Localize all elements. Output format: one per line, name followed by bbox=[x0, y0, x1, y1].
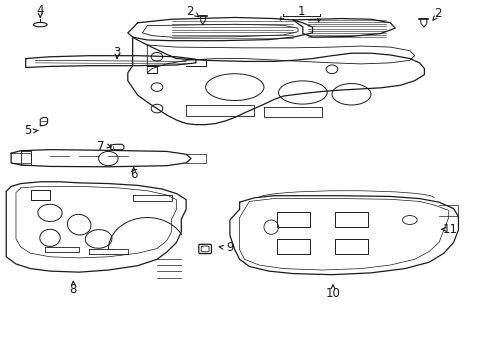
Text: 3: 3 bbox=[113, 46, 121, 59]
Text: 4: 4 bbox=[37, 4, 44, 17]
Bar bbox=[276, 212, 309, 227]
Bar bbox=[334, 239, 367, 253]
Bar bbox=[276, 239, 309, 253]
Text: 2: 2 bbox=[433, 7, 441, 20]
Bar bbox=[30, 190, 50, 200]
Text: 2: 2 bbox=[186, 5, 193, 18]
Text: 9: 9 bbox=[226, 240, 233, 254]
Text: 1: 1 bbox=[298, 5, 305, 18]
Text: 6: 6 bbox=[130, 168, 137, 181]
Text: 10: 10 bbox=[325, 287, 340, 300]
Text: 11: 11 bbox=[442, 223, 457, 236]
Text: 7: 7 bbox=[97, 140, 104, 153]
Bar bbox=[334, 212, 367, 227]
Text: 8: 8 bbox=[69, 283, 77, 296]
Text: 5: 5 bbox=[24, 124, 32, 137]
